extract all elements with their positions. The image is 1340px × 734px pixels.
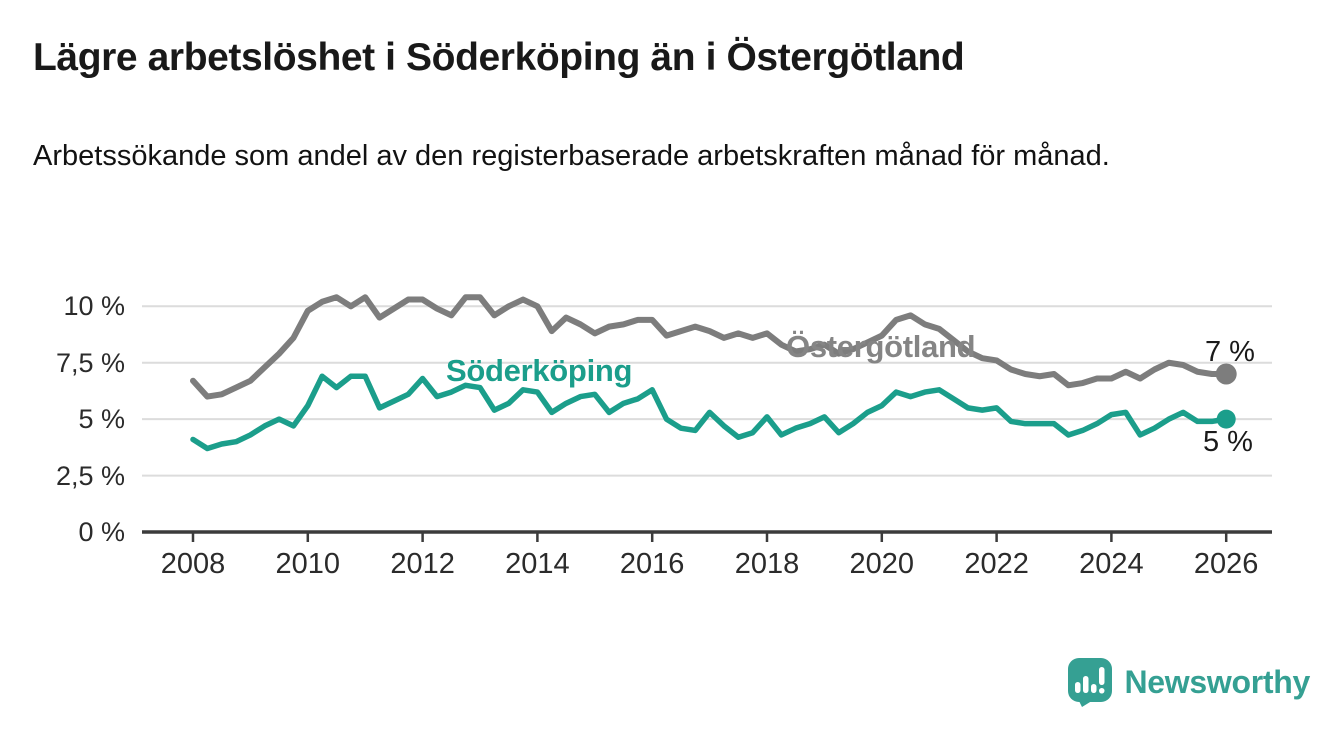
newsworthy-logo-text: Newsworthy [1124, 663, 1311, 700]
series-line-ostergotland [190, 294, 1230, 400]
y-tick-label: 5 % [78, 404, 125, 435]
x-axis-tickmarks [191, 532, 1228, 542]
x-tick-label: 2024 [1079, 548, 1144, 580]
x-tick-label: 2012 [390, 548, 455, 580]
y-tick-label: 0 % [78, 517, 125, 547]
chart-subtitle: Arbetssökande som andel av den registerb… [33, 140, 1110, 172]
series-label-soderkoping: Söderköping [446, 353, 633, 388]
x-tick-label: 2016 [619, 548, 685, 580]
x-tick-label: 2010 [275, 548, 341, 580]
chart-title: Lägre arbetslöshet i Söderköping än i Ös… [33, 36, 965, 79]
series-line-soderkoping [190, 373, 1229, 452]
x-tick-label: 2020 [849, 548, 915, 580]
gridlines [142, 305, 1272, 477]
series-label-ostergotland: Östergötland [786, 329, 976, 364]
x-tick-label: 2008 [160, 548, 226, 580]
newsworthy-logo-icon [1067, 657, 1113, 707]
y-tick-label: 7,5 % [55, 347, 125, 378]
x-tick-label: 2022 [964, 548, 1029, 580]
end-value-label-ostergotland: 7 % [1205, 336, 1255, 368]
x-tick-label: 2018 [734, 548, 800, 580]
y-tick-label: 10 % [63, 291, 125, 322]
y-tick-label: 2,5 % [55, 460, 125, 491]
end-value-label-soderkoping: 5 % [1203, 426, 1253, 458]
newsworthy-logo: Newsworthy [1067, 656, 1311, 708]
x-tick-label: 2014 [505, 548, 570, 580]
series-endpoint-ostergotland [1215, 363, 1237, 385]
series-endpoint-soderkoping [1216, 409, 1236, 429]
x-tick-label: 2026 [1193, 548, 1259, 580]
